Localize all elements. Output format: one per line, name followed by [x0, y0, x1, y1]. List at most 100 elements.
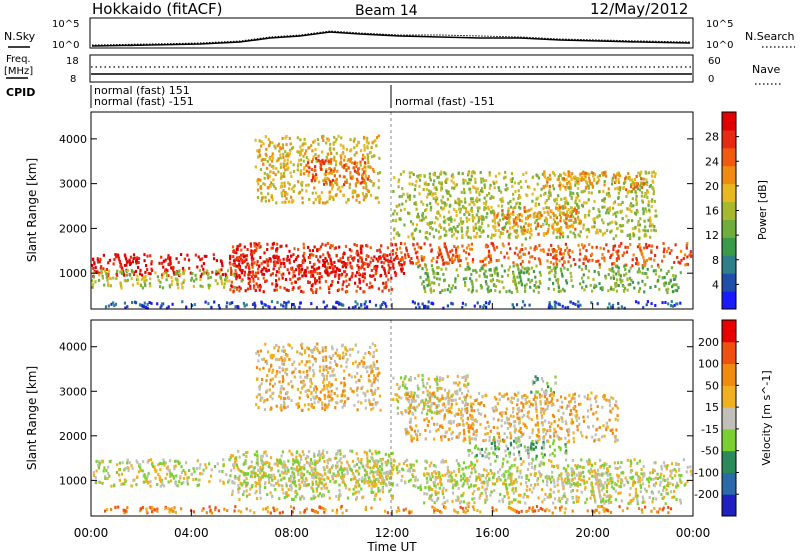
power-cell	[467, 288, 470, 292]
power-cell	[638, 287, 642, 291]
velocity-cell	[353, 476, 356, 480]
power-cell	[469, 277, 472, 281]
power-cell	[420, 200, 423, 204]
power-cell	[530, 229, 533, 233]
power-cell	[662, 250, 665, 254]
velocity-cell	[653, 469, 656, 473]
power-cell	[574, 183, 577, 187]
power-cell	[490, 205, 493, 209]
velocity-cell	[556, 466, 560, 470]
power-cell	[313, 186, 316, 190]
power-cell	[351, 161, 354, 165]
power-cell	[571, 172, 574, 176]
power-cell	[279, 285, 282, 289]
power-cell	[449, 215, 452, 219]
velocity-cell	[272, 473, 275, 477]
velocity-cell	[313, 461, 316, 465]
power-cell	[288, 136, 291, 140]
power-cell	[686, 242, 689, 246]
velocity-cell	[298, 453, 301, 457]
power-cell	[363, 290, 366, 294]
power-cell	[475, 270, 478, 274]
power-cell	[554, 220, 557, 224]
power-cell	[527, 251, 530, 255]
velocity-cell	[177, 460, 180, 464]
power-cell	[599, 246, 602, 250]
power-cell	[676, 255, 679, 259]
nsky-panel: N.Sky 10^5 10^0 10^5 10^0 N.Search	[4, 17, 795, 51]
velocity-cell	[432, 470, 436, 474]
power-cell	[477, 209, 480, 213]
velocity-cell	[649, 471, 652, 475]
power-cell	[524, 284, 527, 288]
power-cell	[540, 225, 543, 228]
power-cell	[516, 289, 519, 293]
velocity-cell	[363, 473, 367, 477]
power-cell	[566, 211, 569, 215]
power-cell	[501, 213, 504, 217]
power-cell	[136, 274, 139, 278]
power-cell	[283, 171, 286, 175]
power-cell	[558, 259, 561, 263]
power-colorbar-swatch	[722, 201, 736, 220]
power-cell	[650, 205, 653, 209]
power-cell	[398, 263, 401, 267]
power-cell	[523, 271, 526, 275]
power-cell	[253, 249, 257, 253]
power-cell	[637, 281, 640, 285]
power-cell	[648, 224, 651, 228]
power-cell	[513, 251, 517, 255]
power-cell	[404, 253, 407, 257]
power-cell	[372, 259, 375, 262]
power-cell	[360, 260, 363, 264]
velocity-cell	[305, 460, 309, 464]
power-cell	[519, 275, 522, 279]
power-cell	[326, 271, 329, 275]
velocity-cell	[636, 461, 639, 465]
power-cell	[512, 261, 515, 265]
power-cell	[637, 171, 640, 175]
power-cell	[618, 188, 622, 192]
power-cell	[107, 282, 110, 286]
velocity-cell	[570, 469, 573, 473]
power-cell	[450, 218, 453, 221]
velocity-cells	[92, 342, 693, 515]
velocity-cell	[553, 465, 556, 468]
power-cell	[643, 177, 646, 181]
power-cell	[607, 194, 610, 198]
beam-label: Beam 14	[355, 3, 418, 19]
power-cell	[262, 290, 265, 294]
velocity-cell	[146, 474, 149, 478]
velocity-cell	[579, 465, 582, 469]
velocity-cell	[564, 469, 567, 473]
power-cell	[264, 199, 267, 203]
power-cell	[149, 284, 152, 288]
power-cell	[429, 288, 432, 292]
power-cell	[459, 264, 462, 268]
power-cell	[282, 165, 285, 169]
power-cell	[626, 207, 629, 211]
power-cell	[194, 253, 197, 257]
power-cell	[415, 215, 419, 219]
power-cell	[297, 180, 300, 184]
power-cell	[601, 286, 604, 290]
power-cell	[563, 203, 567, 207]
velocity-cell	[158, 478, 161, 482]
power-cell	[230, 269, 233, 273]
power-cell	[512, 218, 515, 222]
power-cell	[442, 206, 445, 210]
power-cell	[611, 262, 614, 266]
power-cell	[564, 306, 567, 310]
velocity-cell	[152, 464, 155, 468]
power-cell	[570, 279, 573, 283]
power-cell	[332, 267, 335, 271]
power-cell	[512, 272, 515, 276]
velocity-cell	[351, 459, 354, 463]
power-cell	[140, 273, 144, 277]
power-cell	[367, 161, 370, 164]
power-cell	[292, 253, 295, 256]
power-cell	[558, 303, 561, 307]
velocity-cell	[413, 469, 416, 473]
velocity-cell	[338, 459, 341, 463]
velocity-cell	[258, 475, 261, 479]
